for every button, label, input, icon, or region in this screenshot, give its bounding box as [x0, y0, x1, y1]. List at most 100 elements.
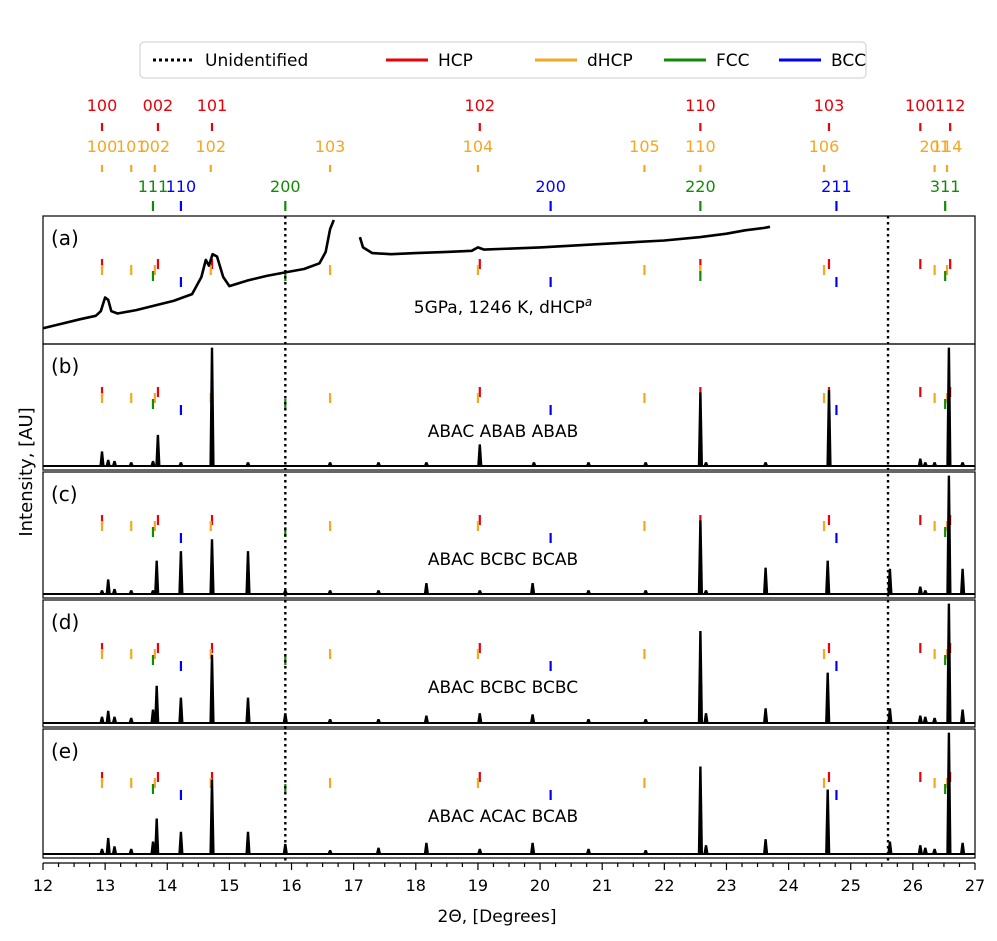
peak-label-hcp: 102	[465, 96, 496, 115]
pattern-peak	[642, 590, 649, 595]
pattern-peak	[128, 848, 134, 855]
pattern-peak	[922, 716, 929, 724]
panel-annotation: ABAC BCBC BCAB	[428, 550, 578, 570]
legend-label: BCC	[831, 51, 866, 71]
panel-frame	[42, 471, 976, 599]
pattern-peak	[327, 850, 333, 855]
pattern-peak	[128, 590, 134, 595]
pattern-peak	[826, 390, 832, 467]
panels: (a)5GPa, 1246 K, dHCPa(b)ABAC ABAB ABAB(…	[42, 215, 976, 864]
pattern-peak	[703, 590, 709, 595]
peak-label-dhcp: 114	[932, 137, 963, 156]
pattern-curve	[42, 219, 336, 330]
panel-label: (d)	[51, 610, 79, 634]
peak-label-dhcp: 102	[195, 137, 226, 156]
pattern-peak	[209, 654, 215, 724]
pattern-peak	[128, 462, 134, 467]
peak-label-dhcp: 101	[116, 137, 147, 156]
pattern-peak	[154, 818, 160, 855]
pattern-peak	[825, 789, 831, 855]
panel-c: (c) ABAC BCBC BCAB	[42, 471, 976, 599]
pattern-peak	[762, 567, 769, 595]
pattern-peak	[209, 539, 215, 595]
peak-label-dhcp: 106	[809, 137, 840, 156]
pattern-peak	[282, 590, 289, 595]
peak-label-fcc: 220	[685, 177, 716, 196]
x-tick-label: 14	[157, 876, 177, 895]
peak-label-bcc: 211	[821, 177, 852, 196]
peak-label-hcp: 100	[905, 96, 936, 115]
pattern-peak	[922, 590, 929, 595]
panel-label: (e)	[51, 739, 79, 763]
peak-label-dhcp: 002	[140, 137, 171, 156]
pattern-peak	[529, 842, 536, 855]
pattern-peak	[762, 462, 769, 467]
pattern-peak	[327, 590, 333, 595]
pattern-peak	[111, 588, 118, 595]
pattern-peak	[703, 462, 709, 467]
pattern-peak	[946, 603, 952, 724]
panel-e: (e) ABAC ACAC BCAB	[42, 728, 976, 859]
panel-d: (d) ABAC BCBC BCBC	[42, 599, 976, 728]
panel-b: (b) ABAC ABAB ABAB	[42, 343, 976, 471]
pattern-peak	[105, 837, 111, 855]
pattern-peak	[111, 716, 118, 724]
peak-label-hcp: 103	[814, 96, 845, 115]
pattern-peak	[150, 460, 156, 467]
peak-label-dhcp: 201	[919, 137, 950, 156]
pattern-peak	[959, 709, 966, 724]
x-tick-label: 16	[281, 876, 301, 895]
panel-frame	[42, 343, 976, 471]
pattern-peak	[375, 847, 382, 855]
pattern-peak	[154, 685, 160, 724]
pattern-peak	[959, 842, 966, 855]
x-tick-label: 12	[33, 876, 53, 895]
legend: Unidentified HCP dHCP FCC BCC	[139, 41, 867, 79]
peak-label-dhcp: 104	[463, 137, 494, 156]
peak-label-hcp: 112	[935, 96, 966, 115]
pattern-peak	[946, 347, 952, 467]
y-axis-label: Intensity, [AU]	[16, 407, 37, 536]
peak-label-fcc: 311	[930, 177, 961, 196]
pattern-peak	[423, 842, 430, 855]
pattern-peak	[423, 715, 430, 724]
pattern-peak	[703, 845, 709, 855]
pattern-peak	[154, 560, 160, 595]
peak-label-hcp: 002	[143, 96, 174, 115]
pattern-peak	[477, 444, 483, 467]
peak-label-hcp: 101	[197, 96, 228, 115]
pattern-peak	[642, 719, 649, 724]
x-tick-label: 21	[592, 876, 612, 895]
pattern-peak	[477, 848, 483, 855]
pattern-peak	[697, 520, 704, 595]
panel-frame	[42, 215, 976, 345]
pattern-peak	[922, 847, 929, 855]
panel-label: (b)	[51, 354, 79, 378]
pattern-peak	[825, 672, 831, 724]
x-axis: 12 13 14 15 16 17 18 19 20 21 22 23 24 25 26 27	[33, 863, 985, 895]
x-tick-label: 25	[841, 876, 861, 895]
pattern-peak	[423, 462, 430, 467]
pattern-peak	[703, 713, 709, 724]
legend-frame	[139, 41, 867, 79]
pattern-peak	[128, 717, 134, 724]
annotation-text: ABAC ABAB ABAB	[428, 422, 578, 442]
pattern-peak	[245, 551, 251, 595]
pattern-peak	[99, 590, 105, 595]
pattern-peak	[959, 568, 966, 595]
pattern-peak	[585, 590, 592, 595]
legend-label: Unidentified	[205, 51, 308, 71]
pattern-peak	[931, 462, 938, 467]
peak-label-bcc: 110	[166, 177, 197, 196]
panel-frame	[42, 599, 976, 728]
pattern-peak	[178, 551, 184, 595]
pattern-peak	[887, 841, 893, 855]
pattern-peak	[697, 631, 704, 724]
legend-label: dHCP	[587, 51, 633, 71]
x-tick-label: 22	[654, 876, 674, 895]
panel-a: (a) 5GPa, 1246 K, dHCPa	[42, 215, 976, 345]
pattern-peak	[99, 848, 105, 855]
pattern-peak	[111, 460, 118, 467]
